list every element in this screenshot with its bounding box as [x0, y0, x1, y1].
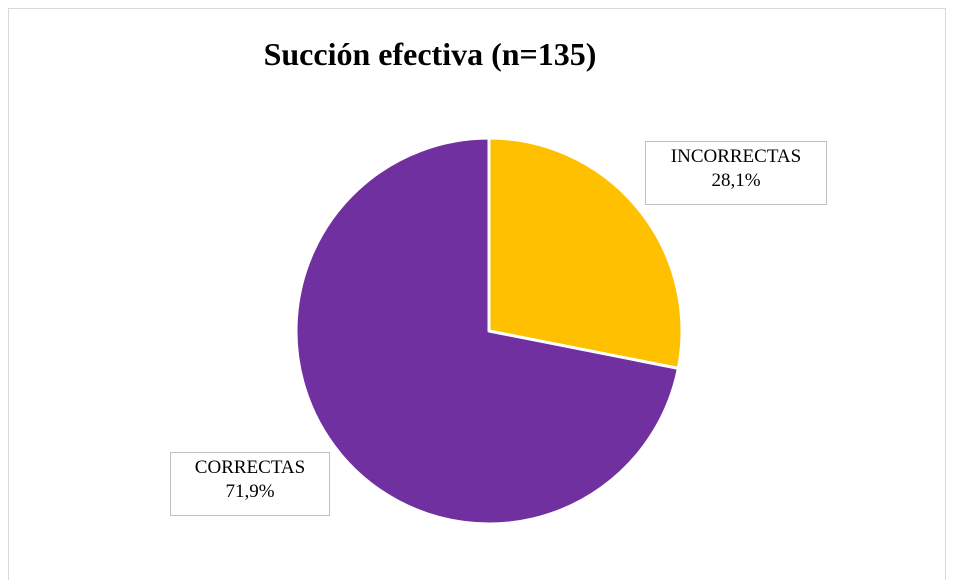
- pie-slice-incorrectas: [487, 136, 684, 370]
- data-label-correctas: CORRECTAS 71,9%: [170, 452, 330, 516]
- data-label-incorrectas: INCORRECTAS 28,1%: [645, 141, 827, 205]
- pie-slice-correctas: [294, 136, 680, 526]
- data-label-value: 71,9%: [225, 481, 275, 502]
- data-label-value: 28,1%: [711, 170, 761, 191]
- chart-title: Succión efectiva (n=135): [263, 36, 597, 72]
- data-label-category: INCORRECTAS: [670, 146, 802, 167]
- data-label-category: CORRECTAS: [194, 457, 306, 478]
